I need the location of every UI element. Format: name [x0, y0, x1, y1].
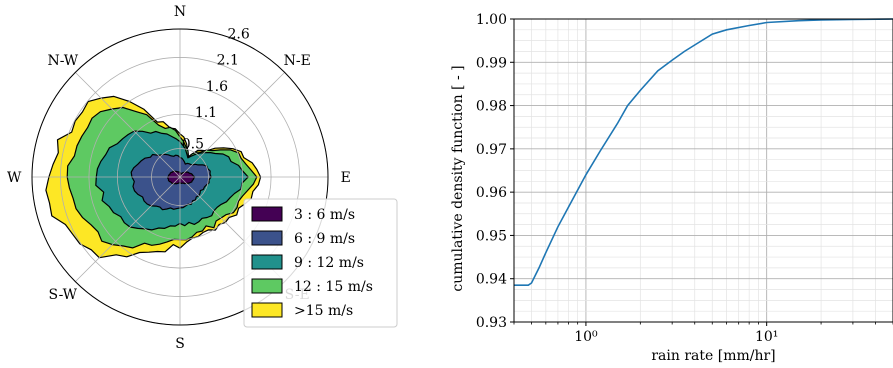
plot-frame: [513, 18, 893, 323]
wind-band-0: [167, 170, 196, 185]
x-tick-label: 10⁰: [574, 329, 598, 345]
y-tick-label: 1.00: [476, 12, 507, 28]
y-tick-label: 0.97: [476, 142, 507, 158]
y-axis-label: cumulative density function [ - ]: [450, 65, 466, 291]
direction-label: N: [174, 4, 186, 20]
cdf-grid: [513, 18, 893, 323]
direction-label: S-W: [49, 287, 78, 303]
legend-label: 3 : 6 m/s: [294, 207, 355, 223]
radial-tick-label: 1.6: [206, 79, 228, 95]
direction-label: E: [341, 170, 351, 186]
radial-tick-label: 1.1: [195, 105, 217, 121]
direction-label: W: [7, 170, 22, 186]
legend-swatch: [251, 230, 283, 246]
y-tick-label: 0.95: [476, 228, 507, 244]
y-tick-label: 0.98: [476, 99, 507, 115]
legend-label: >15 m/s: [294, 303, 353, 319]
legend-label: 12 : 15 m/s: [294, 279, 373, 295]
radial-tick-label: 2.6: [228, 26, 250, 42]
y-tick-label: 0.99: [476, 55, 507, 71]
cdf-chart: 0.930.940.950.960.970.980.991.00 10⁰ 10¹ …: [450, 12, 893, 364]
cdf-series: [514, 18, 893, 286]
legend-swatch: [251, 302, 283, 318]
legend-swatch: [251, 206, 283, 222]
angular-grid-line: [179, 72, 285, 178]
x-axis-ticks: 10⁰ 10¹: [513, 322, 893, 345]
y-tick-label: 0.94: [476, 272, 507, 288]
y-tick-label: 0.93: [476, 315, 507, 331]
legend-swatch: [251, 278, 283, 294]
legend-label: 9 : 12 m/s: [294, 255, 364, 271]
y-tick-label: 0.96: [476, 185, 507, 201]
legend-swatch: [251, 254, 283, 270]
legend-label: 6 : 9 m/s: [294, 231, 355, 247]
x-tick-label: 10¹: [755, 329, 778, 345]
angular-grid-line: [75, 176, 181, 282]
direction-label: N-E: [284, 53, 311, 69]
y-axis-ticks: 0.93 0.94 0.95 0.96 0.97 0.98 0.99 1.00: [476, 12, 514, 331]
legend: 3 : 6 m/s 6 : 9 m/s 9 : 12 m/s 12 : 15 m/s >…: [243, 198, 398, 328]
direction-label: N-W: [47, 53, 78, 69]
radial-tick-labels: 0.5 1.1 1.6 2.1 2.6: [182, 26, 250, 152]
cdf-line: [514, 18, 893, 286]
direction-label: S: [175, 336, 185, 352]
x-axis-label: rain rate [mm/hr]: [651, 348, 775, 364]
radial-tick-label: 2.1: [217, 53, 239, 69]
angular-grid-line: [75, 72, 181, 178]
polar-outline: [31, 28, 329, 326]
wind-rose-chart: 0.51.11.62.12.6 NN-EES-ESS-WWN-W 3 : 6 m…: [7, 4, 398, 352]
radial-tick-label: 0.5: [182, 137, 204, 153]
